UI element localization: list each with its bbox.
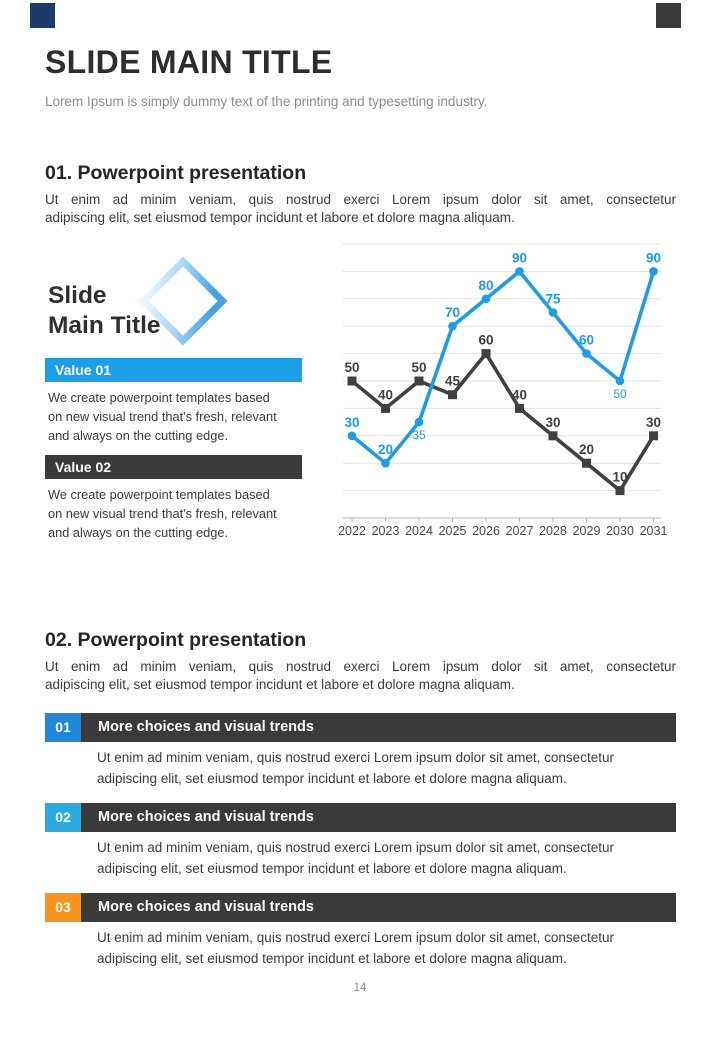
value-01-text-line3: and always on the cutting edge. (48, 427, 228, 443)
row-01-title: More choices and visual trends (98, 719, 314, 735)
value-02-text: We create powerpoint templates based on … (48, 486, 277, 542)
svg-text:2030: 2030 (606, 524, 634, 538)
row-02-body-line1: Ut enim ad minim veniam, quis nostrud ex… (97, 840, 614, 855)
svg-text:40: 40 (378, 387, 393, 402)
diamond-icon (133, 254, 233, 350)
svg-text:80: 80 (478, 278, 493, 293)
svg-text:2027: 2027 (506, 524, 534, 538)
value-01-label: Value 01 (55, 362, 112, 378)
section1-body-line1: Ut enim ad minim veniam, quis nostrud ex… (45, 192, 676, 207)
row-03-body-line1: Ut enim ad minim veniam, quis nostrud ex… (97, 930, 614, 945)
panel-title-line2: Main Title (48, 311, 161, 339)
svg-text:40: 40 (512, 387, 527, 402)
decor-square-right (656, 3, 681, 28)
section2-body-line2: adipiscing elit, set eiusmod tempor inci… (45, 676, 515, 692)
row-03-number-badge: 03 (45, 893, 81, 922)
line-chart-svg: 2022 2023 2024 2025 2026 2027 2028 2029 2030 2031… (338, 243, 668, 538)
row-01-number-badge: 01 (45, 713, 81, 742)
row-03-body-line2: adipiscing elit, set eiusmod tempor inci… (97, 951, 567, 966)
value-02-text-line1: We create powerpoint templates based (48, 487, 270, 502)
row-01-body-line2: adipiscing elit, set eiusmod tempor inci… (97, 771, 567, 786)
value-01-text-line2: on new visual trend that's fresh, releva… (48, 408, 277, 424)
svg-text:90: 90 (646, 250, 661, 265)
row-03-title: More choices and visual trends (98, 899, 314, 915)
row-01-number: 01 (55, 719, 71, 735)
svg-text:30: 30 (344, 415, 359, 430)
svg-text:60: 60 (478, 333, 493, 348)
panel-title-line1: Slide (48, 282, 107, 309)
svg-text:2026: 2026 (472, 524, 500, 538)
value-01-bar: Value 01 (45, 358, 302, 382)
section1-body: Ut enim ad minim veniam, quis nostrud ex… (45, 191, 676, 226)
page-title: SLIDE MAIN TITLE (45, 44, 333, 80)
svg-text:70: 70 (445, 305, 460, 320)
svg-text:2028: 2028 (539, 524, 567, 538)
section2-body-line1: Ut enim ad minim veniam, quis nostrud ex… (45, 659, 676, 674)
svg-text:2025: 2025 (439, 524, 467, 538)
page-number: 14 (353, 982, 367, 994)
svg-text:2029: 2029 (573, 524, 601, 538)
svg-text:30: 30 (545, 415, 560, 430)
svg-text:10: 10 (612, 470, 627, 485)
page-subtitle: Lorem Ipsum is simply dummy text of the … (45, 94, 488, 109)
value-02-label: Value 02 (55, 459, 112, 475)
row-01-body: Ut enim ad minim veniam, quis nostrud ex… (97, 747, 667, 789)
value-01-text-line1: We create powerpoint templates based (48, 390, 270, 405)
row-02-number-badge: 02 (45, 803, 81, 832)
line-chart: 2022 2023 2024 2025 2026 2027 2028 2029 2030 2031… (337, 238, 672, 543)
row-02-title: More choices and visual trends (98, 809, 314, 825)
svg-text:60: 60 (579, 333, 594, 348)
row-01-title-bar: More choices and visual trends (81, 713, 676, 742)
section1-body-line2: adipiscing elit, set eiusmod tempor inci… (45, 209, 515, 225)
value-02-text-line2: on new visual trend that's fresh, releva… (48, 505, 277, 521)
section1-heading: 01. Powerpoint presentation (45, 162, 307, 184)
svg-text:20: 20 (579, 442, 594, 457)
svg-text:50: 50 (344, 360, 359, 375)
svg-text:50: 50 (411, 360, 426, 375)
svg-text:75: 75 (545, 292, 561, 307)
row-02-title-bar: More choices and visual trends (81, 803, 676, 832)
svg-text:20: 20 (378, 442, 393, 457)
svg-text:45: 45 (445, 374, 461, 389)
panel-title: Slide Main Title (48, 281, 161, 340)
svg-text:90: 90 (512, 250, 527, 265)
decor-square-left (30, 3, 55, 28)
row-02-number: 02 (55, 809, 71, 825)
row-03-title-bar: More choices and visual trends (81, 893, 676, 922)
svg-text:30: 30 (646, 415, 661, 430)
row-03-number: 03 (55, 899, 71, 915)
svg-text:2023: 2023 (372, 524, 400, 538)
svg-text:2024: 2024 (405, 524, 433, 538)
svg-text:50: 50 (613, 387, 627, 401)
value-01-text: We create powerpoint templates based on … (48, 389, 277, 445)
section2-body: Ut enim ad minim veniam, quis nostrud ex… (45, 658, 676, 693)
value-02-bar: Value 02 (45, 455, 302, 479)
row-02-body: Ut enim ad minim veniam, quis nostrud ex… (97, 837, 667, 879)
section2-heading: 02. Powerpoint presentation (45, 629, 307, 651)
svg-text:35: 35 (412, 428, 426, 442)
row-01-body-line1: Ut enim ad minim veniam, quis nostrud ex… (97, 750, 614, 765)
svg-text:2031: 2031 (640, 524, 668, 538)
row-03-body: Ut enim ad minim veniam, quis nostrud ex… (97, 927, 667, 969)
value-02-text-line3: and always on the cutting edge. (48, 524, 228, 540)
svg-text:2022: 2022 (338, 524, 366, 538)
row-02-body-line2: adipiscing elit, set eiusmod tempor inci… (97, 861, 567, 876)
